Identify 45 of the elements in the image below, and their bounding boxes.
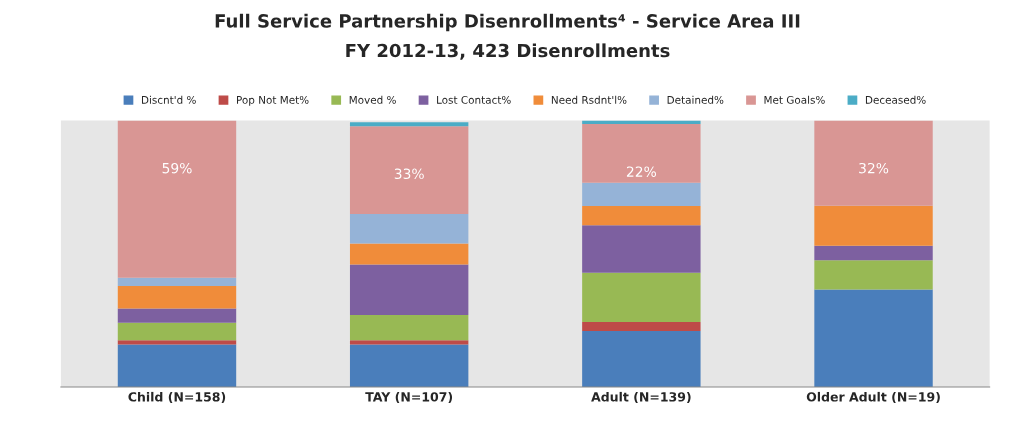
x-tick-label: Adult (N=139)	[591, 391, 691, 404]
legend-label: Lost Contact%	[437, 95, 511, 104]
bar	[349, 264, 469, 316]
bar	[582, 206, 701, 226]
bar	[814, 260, 933, 290]
data-label: 22%	[626, 166, 657, 177]
legend-label: Detained%	[667, 95, 724, 104]
bar	[349, 344, 469, 388]
data-label: 59%	[162, 162, 192, 174]
x-tick-label: Older Adult (N=19)	[806, 391, 940, 404]
bar	[349, 214, 469, 244]
legend-label: Discnt'd %	[141, 95, 196, 104]
bar	[582, 331, 701, 388]
bar	[814, 289, 933, 388]
bar	[582, 225, 701, 273]
data-label: 32%	[859, 162, 889, 174]
chart-subtitle: FY 2012-13, 423 Disenrollments	[346, 43, 670, 60]
bar	[117, 340, 237, 345]
bar	[349, 122, 469, 127]
bar	[117, 286, 237, 309]
bar	[582, 124, 701, 183]
bar	[349, 315, 469, 341]
bar	[582, 322, 701, 332]
bar	[349, 243, 469, 265]
bar	[814, 245, 933, 261]
bar	[117, 120, 237, 278]
bar	[117, 322, 237, 341]
legend-label: Met Goals%	[764, 95, 825, 104]
bar	[117, 344, 237, 388]
bar	[117, 308, 237, 323]
bar	[582, 182, 701, 207]
x-tick-label: TAY (N=107)	[365, 391, 453, 404]
legend-label: Pop Not Met%	[237, 95, 309, 106]
chart-title: Full Service Partnership Disenrollments⁴ - Service Area III	[215, 13, 800, 32]
bar	[814, 205, 933, 246]
data-label: 33%	[394, 168, 424, 180]
bar	[814, 120, 933, 206]
x-tick-label: Child (N=158)	[128, 391, 226, 404]
bar	[349, 340, 469, 345]
bar	[117, 277, 237, 287]
legend-label: Deceased%	[865, 95, 926, 104]
bar	[582, 272, 701, 323]
legend-label: Need Rsdnt'l%	[551, 95, 627, 104]
bar	[349, 126, 469, 215]
legend-label: Moved %	[349, 95, 396, 104]
